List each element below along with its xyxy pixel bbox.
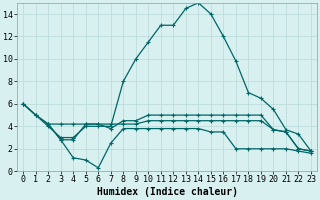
X-axis label: Humidex (Indice chaleur): Humidex (Indice chaleur) <box>97 187 237 197</box>
